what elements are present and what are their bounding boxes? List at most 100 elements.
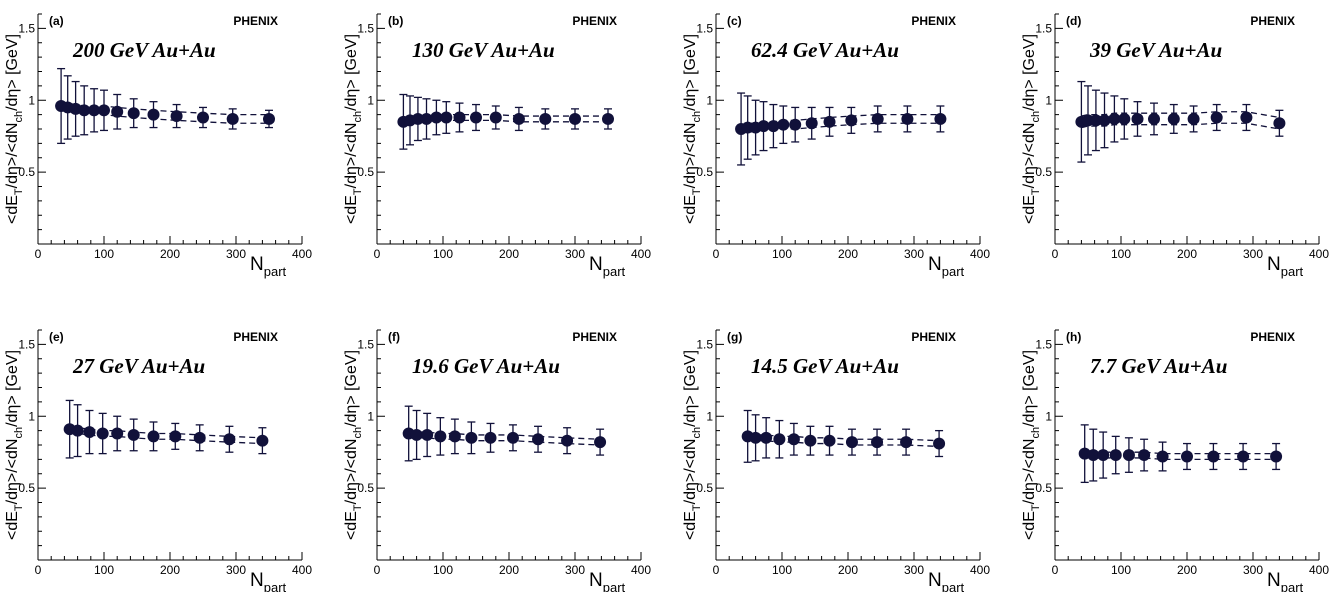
data-point	[263, 112, 275, 125]
x-tick-label: 300	[1243, 247, 1263, 261]
y-axis-label: <dET/dη>/<dNch/dη> [GeV]	[1021, 34, 1042, 224]
data-point	[170, 110, 183, 123]
data-point	[1167, 112, 1180, 125]
data-point	[749, 431, 762, 444]
data-point	[98, 104, 110, 117]
panel-letter: (f)	[388, 330, 400, 344]
y-tick-label: 0.5	[696, 165, 713, 179]
data-point	[127, 428, 140, 441]
system-label: 200 GeV Au+Au	[72, 38, 216, 62]
y-tick-label: 1	[28, 93, 35, 107]
x-tick-label: 200	[160, 247, 180, 261]
y-tick-label: 1.5	[1035, 337, 1052, 351]
x-axis-label: Npart	[589, 570, 626, 592]
data-point	[88, 104, 101, 117]
x-axis-label: Npart	[1267, 570, 1304, 592]
data-point	[823, 115, 836, 128]
y-axis-label: <dET/dη>/<dNch/dη> [GeV]	[343, 34, 364, 224]
x-tick-label: 400	[631, 563, 651, 577]
y-label-part: <dE	[1021, 511, 1038, 540]
data-point	[1148, 112, 1160, 125]
experiment-label: PHENIX	[911, 14, 956, 28]
data-point	[193, 431, 206, 444]
y-label-subscript: T	[13, 188, 25, 195]
y-label-part: /dη> [GeV]	[343, 350, 360, 427]
x-label-main: N	[250, 254, 264, 275]
data-point	[440, 111, 453, 124]
data-point	[871, 112, 884, 125]
data-point	[470, 111, 482, 124]
x-tick-label: 100	[433, 247, 453, 261]
y-axis-label: <dET/dη>/<dNch/dη> [GeV]	[682, 34, 703, 224]
y-tick-label: 1.5	[357, 21, 374, 35]
data-point	[127, 107, 140, 120]
experiment-label: PHENIX	[572, 14, 617, 28]
system-label: 19.6 GeV Au+Au	[412, 354, 560, 378]
x-tick-label: 400	[1309, 247, 1329, 261]
experiment-label: PHENIX	[233, 330, 278, 344]
panel-letter: (c)	[727, 14, 742, 28]
data-point	[561, 434, 574, 447]
y-tick-label: 1.5	[18, 21, 35, 35]
y-label-part: /dη>/<dN	[343, 439, 360, 505]
x-axis-label: Npart	[589, 254, 626, 279]
x-tick-label: 300	[226, 247, 246, 261]
data-point	[594, 436, 607, 449]
x-axis-label: Npart	[250, 254, 287, 279]
data-point	[767, 120, 780, 133]
system-label: 27 GeV Au+Au	[72, 354, 205, 378]
system-label: 14.5 GeV Au+Au	[751, 354, 899, 378]
data-point	[823, 434, 836, 447]
data-point	[1108, 112, 1121, 125]
y-label-part: /dη>/<dN	[4, 439, 21, 505]
y-label-subscript: ch	[691, 427, 703, 439]
system-label: 39 GeV Au+Au	[1089, 38, 1222, 62]
data-point	[465, 431, 478, 444]
y-tick-label: 1	[367, 93, 374, 107]
y-label-part: /dη> [GeV]	[343, 34, 360, 111]
data-point	[506, 431, 519, 444]
y-tick-label: 1	[367, 409, 374, 423]
x-tick-label: 400	[292, 563, 312, 577]
y-label-subscript: T	[1030, 504, 1042, 511]
y-tick-label: 1	[1045, 93, 1052, 107]
data-point	[757, 120, 770, 133]
y-axis-label: <dET/dη>/<dNch/dη> [GeV]	[343, 350, 364, 540]
y-label-part: <dE	[4, 195, 21, 224]
x-tick-label: 200	[838, 247, 858, 261]
x-label-main: N	[250, 570, 264, 591]
y-label-subscript: T	[691, 188, 703, 195]
x-tick-label: 0	[713, 247, 720, 261]
x-tick-label: 400	[970, 563, 990, 577]
y-tick-label: 1	[706, 93, 713, 107]
x-tick-label: 200	[160, 563, 180, 577]
data-point	[111, 427, 124, 440]
x-label-subscript: part	[1281, 580, 1304, 592]
x-tick-label: 100	[1111, 247, 1131, 261]
x-tick-label: 200	[499, 563, 519, 577]
data-point	[1122, 449, 1135, 462]
data-point	[147, 108, 160, 121]
experiment-label: PHENIX	[572, 330, 617, 344]
y-tick-label: 0.5	[357, 481, 374, 495]
data-point	[900, 436, 913, 449]
y-tick-label: 0.5	[357, 165, 374, 179]
y-tick-label: 0.5	[18, 481, 35, 495]
y-tick-label: 0.5	[18, 165, 35, 179]
data-point	[96, 427, 109, 440]
x-axis-label: Npart	[928, 254, 965, 279]
data-point	[532, 433, 545, 446]
x-tick-label: 200	[1177, 563, 1197, 577]
y-tick-label: 1.5	[357, 337, 374, 351]
data-point	[569, 112, 581, 125]
data-point	[484, 431, 497, 444]
x-tick-label: 100	[94, 247, 114, 261]
x-label-main: N	[1267, 254, 1281, 275]
data-point	[1156, 450, 1169, 463]
y-tick-label: 1.5	[696, 337, 713, 351]
y-tick-label: 1	[28, 409, 35, 423]
x-tick-label: 400	[970, 247, 990, 261]
